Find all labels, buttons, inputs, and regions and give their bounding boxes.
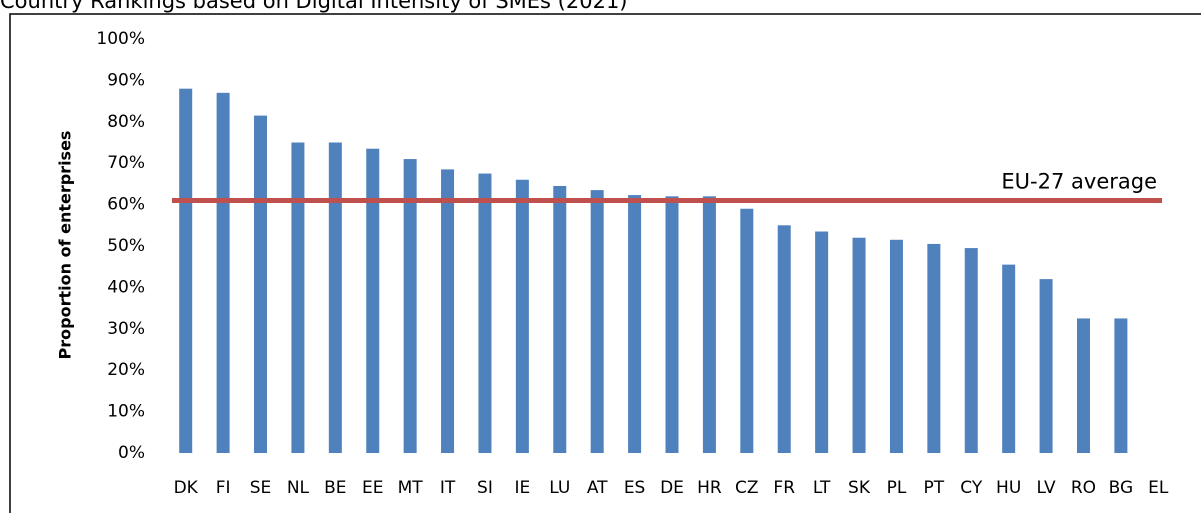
- bar: [590, 190, 604, 454]
- bar: [441, 169, 455, 453]
- bar: [964, 248, 978, 453]
- x-tick-label: FI: [216, 478, 231, 498]
- bar: [815, 231, 829, 453]
- y-tick-label: 80%: [107, 112, 145, 132]
- y-tick-label: 30%: [107, 319, 145, 339]
- y-tick-label: 50%: [107, 236, 145, 256]
- x-tick-label: DE: [660, 478, 684, 498]
- y-axis-label: Proportion of enterprises: [56, 131, 75, 360]
- x-tick-label: EL: [1148, 478, 1169, 498]
- bar: [366, 148, 380, 453]
- bar: [291, 142, 305, 453]
- x-tick-label: NL: [287, 478, 310, 498]
- chart-title: Country Rankings based on Digital Intens…: [0, 0, 628, 13]
- y-tick-label: 70%: [107, 153, 145, 173]
- bar: [1002, 264, 1016, 453]
- y-tick-label: 40%: [107, 277, 145, 297]
- x-tick-label: PL: [887, 478, 907, 498]
- y-tick-label: 90%: [107, 70, 145, 90]
- bar: [1039, 279, 1053, 453]
- bar: [179, 88, 193, 454]
- x-tick-label: LV: [1036, 478, 1056, 498]
- bar: [740, 208, 754, 453]
- x-tick-label: ES: [624, 478, 646, 498]
- y-tick-label: 20%: [107, 360, 145, 380]
- bar: [702, 196, 716, 453]
- x-tick-label: MT: [398, 478, 424, 498]
- x-tick-label: HU: [996, 478, 1021, 498]
- y-tick-label: 100%: [96, 29, 145, 49]
- bar: [777, 225, 791, 453]
- average-label: EU-27 average: [1001, 169, 1157, 193]
- x-tick-label: EE: [362, 478, 383, 498]
- x-tick-label: BG: [1109, 478, 1134, 498]
- x-tick-label: AT: [587, 478, 608, 498]
- y-tick-label: 0%: [118, 443, 145, 463]
- bar: [328, 142, 342, 453]
- y-tick-label: 60%: [107, 195, 145, 215]
- x-tick-label: SE: [250, 478, 272, 498]
- x-tick-label: LU: [549, 478, 570, 498]
- x-tick-label: IE: [514, 478, 530, 498]
- bar: [1076, 318, 1090, 453]
- bar: [1114, 318, 1128, 453]
- x-tick-label: CZ: [735, 478, 759, 498]
- bar: [403, 159, 417, 453]
- x-tick-label: RO: [1071, 478, 1096, 498]
- x-tick-label: PT: [924, 478, 945, 498]
- bar: [216, 92, 230, 453]
- x-tick-label: DK: [174, 478, 199, 498]
- bar: [665, 196, 679, 453]
- x-tick-label: HR: [697, 478, 722, 498]
- bar: [478, 173, 492, 454]
- x-tick-label: SI: [477, 478, 493, 498]
- bar: [628, 195, 642, 453]
- x-tick-label: CY: [960, 478, 983, 498]
- bar: [254, 115, 268, 453]
- x-tick-label: BE: [324, 478, 346, 498]
- x-tick-label: SK: [848, 478, 871, 498]
- bar: [515, 179, 529, 453]
- x-tick-label: IT: [440, 478, 456, 498]
- bar: [927, 243, 941, 453]
- bar: [852, 237, 866, 453]
- bar: [889, 239, 903, 453]
- bar: [553, 185, 567, 453]
- y-tick-label: 10%: [107, 402, 145, 422]
- x-tick-label: LT: [813, 478, 831, 498]
- x-tick-label: FR: [773, 478, 795, 498]
- chart-frame: [9, 13, 1201, 513]
